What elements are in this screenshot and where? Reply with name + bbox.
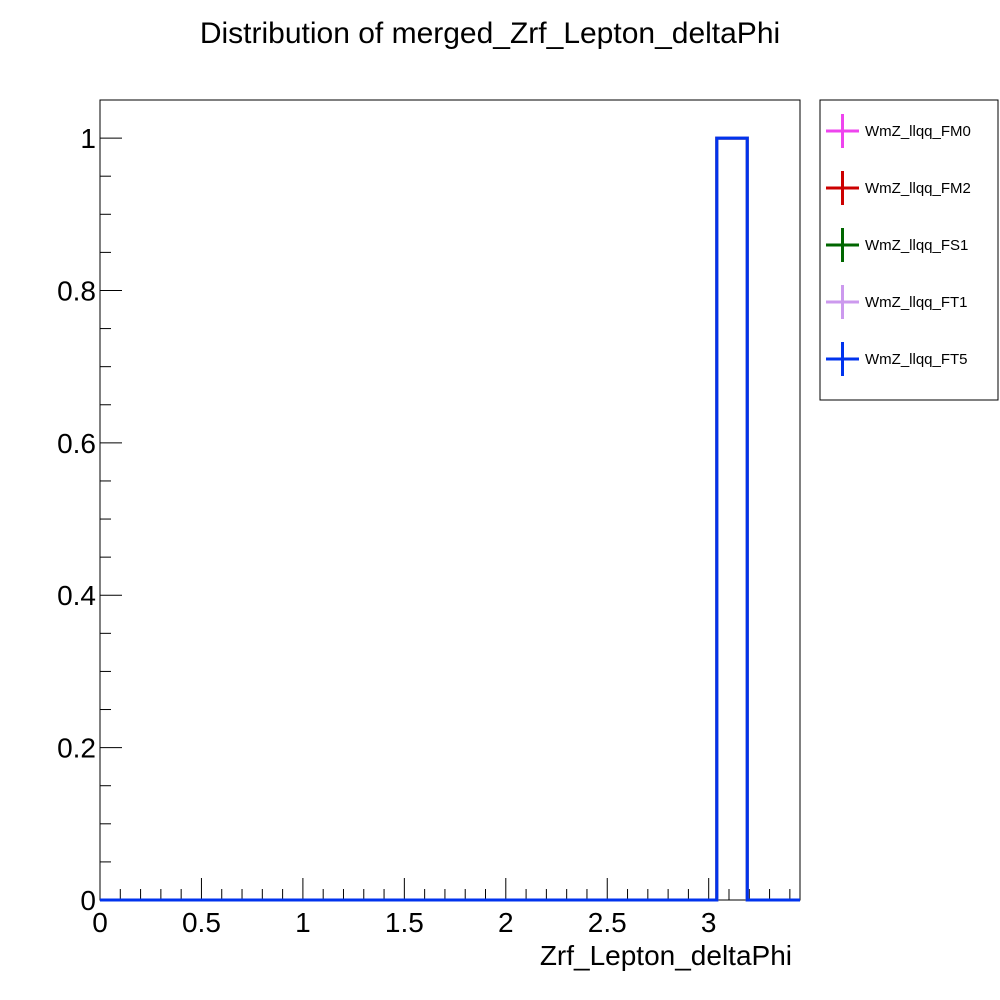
series-WmZ_llqq_FM2-histogram [100,136,800,902]
y-tick-labels: 0 0.2 0.4 0.6 0.8 1 [57,123,96,916]
legend-item: WmZ_llqq_FT1 [826,285,968,319]
y-tick-label: 0 [80,885,96,916]
legend-label: WmZ_llqq_FM0 [865,123,971,140]
legend-label: WmZ_llqq_FM2 [865,180,971,197]
legend-frame [819,99,999,401]
plot-frame [99,99,801,901]
legend-item: WmZ_llqq_FT5 [826,342,968,376]
x-tick-label: 0.5 [182,907,221,938]
y-tick-label: 1 [80,123,96,154]
histogram-series [100,136,800,902]
legend-item: WmZ_llqq_FM0 [826,114,971,148]
legend-item: WmZ_llqq_FM2 [826,171,971,205]
x-axis-title: Zrf_Lepton_deltaPhi [540,940,792,971]
y-tick-label: 0.4 [57,580,96,611]
y-tick-label: 0.8 [57,275,96,306]
x-tick-label: 2.5 [588,907,627,938]
legend-label: WmZ_llqq_FT5 [865,351,968,368]
x-tick-labels: 0 0.5 1 1.5 2 2.5 3 [92,907,716,938]
series-WmZ_llqq_FT1-histogram [100,136,800,902]
legend-item: WmZ_llqq_FS1 [826,228,968,262]
series-WmZ_llqq_FT5-histogram [100,136,800,902]
legend-label: WmZ_llqq_FT1 [865,294,968,311]
x-tick-label: 3 [701,907,717,938]
series-WmZ_llqq_FM0-histogram [100,136,800,902]
x-tick-label: 1 [295,907,311,938]
series-WmZ_llqq_FS1-histogram [100,136,800,902]
legend: WmZ_llqq_FM0 WmZ_llqq_FM2 WmZ_llqq_FS1 WmZ_… [819,99,999,401]
y-tick-label: 0.2 [57,733,96,764]
y-tick-label: 0.6 [57,428,96,459]
x-tick-label: 1.5 [385,907,424,938]
chart-title: Distribution of merged_Zrf_Lepton_deltaP… [200,17,780,50]
legend-label: WmZ_llqq_FS1 [865,237,968,254]
axis-ticks [99,99,791,901]
x-tick-label: 2 [498,907,514,938]
x-tick-label: 0 [92,907,108,938]
